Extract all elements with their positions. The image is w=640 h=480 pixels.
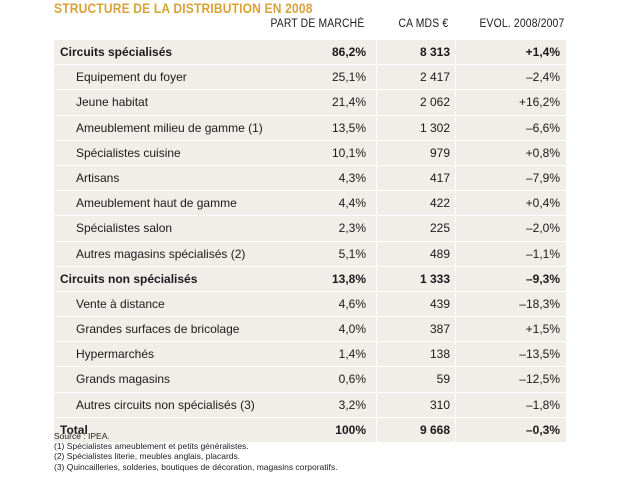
cell-part: 5,1% (338, 246, 366, 261)
cell-ca: 2 062 (419, 95, 450, 110)
cell-part: 4,3% (338, 170, 366, 185)
cell-ca: 979 (429, 145, 450, 160)
cell-evol: –18,3% (519, 296, 560, 311)
cell-ca: 310 (429, 397, 450, 412)
cell-evol: –2,0% (525, 221, 560, 236)
cell-part: 25,1% (331, 70, 366, 85)
cell-evol: +16,2% (518, 95, 560, 110)
table-row: Jeune habitat 21,4% 2 062 +16,2% (54, 90, 566, 116)
cell-part: 4,6% (338, 296, 366, 311)
source-note: Source : IPEA. (54, 431, 110, 441)
table-row: Autres magasins spécialisés (2) 5,1% 489… (54, 241, 566, 267)
cell-part: 0,6% (338, 372, 366, 387)
cell-part: 21,4% (331, 95, 366, 110)
header-evol: EVOL. 2008/2007 (479, 18, 564, 30)
row-label: Total (60, 422, 88, 437)
table-row: Spécialistes salon 2,3% 225 –2,0% (54, 216, 566, 242)
cell-ca: 489 (429, 246, 450, 261)
table-row: Ameublement haut de gamme 4,4% 422 +0,4% (54, 191, 566, 217)
row-label: Ameublement milieu de gamme (1) (76, 120, 263, 135)
table-row: Spécialistes cuisine 10,1% 979 +0,8% (54, 140, 566, 166)
row-label: Jeune habitat (76, 95, 149, 110)
table-row: Hypermarchés 1,4% 138 –13,5% (54, 342, 566, 368)
row-label: Autres circuits non spécialisés (3) (76, 397, 255, 412)
footnote-2: (2) Spécialistes literie, meubles anglai… (54, 451, 241, 462)
table-row: Circuits non spécialisés 13,8% 1 333 –9,… (54, 266, 566, 292)
cell-ca: 138 (429, 347, 450, 362)
cell-part: 3,2% (338, 397, 366, 412)
cell-part: 13,5% (331, 120, 366, 135)
row-label: Artisans (76, 170, 120, 185)
cell-ca: 59 (436, 372, 450, 387)
cell-evol: –1,8% (525, 397, 560, 412)
cell-part: 86,2% (331, 45, 366, 59)
cell-part: 4,0% (338, 322, 366, 337)
cell-evol: +1,4% (525, 45, 560, 59)
cell-part: 2,3% (338, 221, 366, 236)
cell-ca: 387 (429, 322, 450, 337)
cell-ca: 1 302 (419, 120, 450, 135)
row-label: Circuits spécialisés (60, 45, 173, 59)
cell-evol: –6,6% (525, 120, 560, 135)
cell-evol: +0,8% (525, 145, 560, 160)
cell-evol: +1,5% (525, 322, 560, 337)
row-label: Ameublement haut de gamme (76, 196, 237, 211)
table-row: Vente à distance 4,6% 439 –18,3% (54, 291, 566, 318)
footnote-1: (1) Spécialistes ameublement et petits g… (54, 441, 249, 452)
table-row: Grands magasins 0,6% 59 –12,5% (54, 367, 566, 393)
row-label: Autres magasins spécialisés (2) (76, 246, 246, 261)
footnotes: Source : IPEA. (1) Spécialistes ameublem… (54, 431, 337, 472)
row-label: Vente à distance (76, 296, 165, 311)
distribution-table: Circuits spécialisés 86,2% 8 313 +1,4% E… (54, 40, 566, 443)
cell-evol: –2,4% (525, 70, 560, 85)
column-headers: PART DE MARCHÉ CA MDS € EVOL. 2008/2007 (54, 18, 566, 38)
cell-ca: 422 (429, 196, 450, 211)
row-label: Grands magasins (76, 372, 171, 387)
cell-ca: 9 668 (419, 422, 450, 437)
cell-evol: –12,5% (519, 372, 560, 387)
cell-ca: 417 (429, 170, 450, 185)
footnote-3: (3) Quincailleries, solderies, boutiques… (54, 461, 338, 472)
cell-evol: –9,3% (525, 271, 560, 286)
cell-ca: 439 (429, 296, 450, 311)
cell-part: 4,4% (338, 196, 366, 211)
table-row: Autres circuits non spécialisés (3) 3,2%… (54, 392, 566, 418)
row-label: Hypermarchés (76, 347, 155, 362)
row-label: Circuits non spécialisés (60, 271, 198, 286)
table-title: STRUCTURE DE LA DISTRIBUTION EN 2008 (54, 0, 313, 16)
row-label: Spécialistes salon (76, 221, 173, 236)
cell-ca: 1 333 (419, 271, 450, 286)
cell-ca: 8 313 (419, 45, 450, 59)
cell-evol: –7,9% (525, 170, 560, 185)
row-label: Spécialistes cuisine (76, 145, 181, 160)
cell-part: 100% (335, 422, 366, 437)
table-row: Equipement du foyer 25,1% 2 417 –2,4% (54, 65, 566, 91)
table-row: Artisans 4,3% 417 –7,9% (54, 165, 566, 192)
header-ca: CA MDS € (398, 18, 448, 30)
cell-evol: –13,5% (519, 347, 560, 362)
cell-ca: 2 417 (419, 70, 450, 85)
cell-part: 1,4% (338, 347, 366, 362)
table-row: Circuits spécialisés 86,2% 8 313 +1,4% (54, 40, 566, 66)
cell-ca: 225 (429, 221, 450, 236)
row-label: Equipement du foyer (76, 70, 187, 85)
cell-part: 13,8% (331, 271, 366, 286)
cell-part: 10,1% (331, 145, 366, 160)
row-label: Grandes surfaces de bricolage (76, 322, 240, 337)
header-part-de-marche: PART DE MARCHÉ (270, 18, 364, 30)
cell-evol: –0,3% (525, 422, 560, 437)
table-row: Grandes surfaces de bricolage 4,0% 387 +… (54, 317, 566, 343)
table-row: Ameublement milieu de gamme (1) 13,5% 1 … (54, 115, 566, 141)
cell-evol: +0,4% (525, 196, 560, 211)
table-row: Total 100% 9 668 –0,3% (54, 417, 566, 443)
cell-evol: –1,1% (525, 246, 560, 261)
